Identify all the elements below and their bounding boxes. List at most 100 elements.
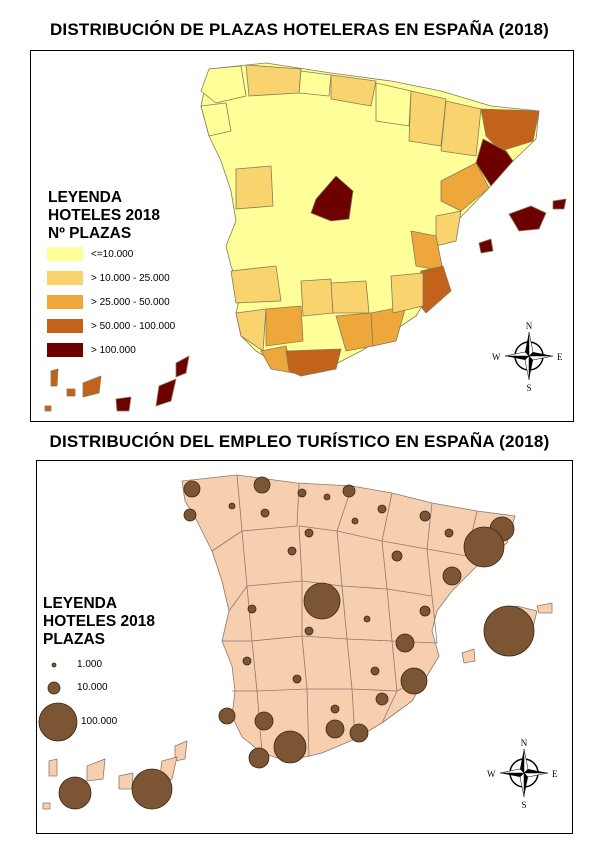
compass-rose-icon: N S E W <box>487 738 558 810</box>
region-aragon-huesca <box>408 90 447 147</box>
region-girona <box>480 108 540 152</box>
bubble-zaragoza <box>391 550 403 562</box>
legend-bubble-small <box>51 662 57 668</box>
bubble-navarra <box>377 504 387 514</box>
compass-n-label: N <box>526 321 533 331</box>
bubble-leon <box>260 508 270 518</box>
legend-2-title-line: HOTELES 2018 <box>43 613 155 630</box>
canary-el-hierro <box>42 802 51 810</box>
bubble-cantabria <box>297 488 307 498</box>
legend-label: > 25.000 - 50.000 <box>91 296 170 308</box>
compass-rose-icon: N S E W <box>492 321 563 393</box>
compass-w-label: W <box>492 352 501 362</box>
legend-swatch <box>47 295 83 309</box>
bubble-bizkaia <box>323 493 331 501</box>
map-1-title: DISTRIBUCIÓN DE PLAZAS HOTELERAS EN ESPA… <box>49 20 550 39</box>
compass-n-label: N <box>521 738 528 748</box>
map-2-title: DISTRIBUCIÓN DEL EMPLEO TURÍSTICO EN ESP… <box>49 432 550 451</box>
bubble-tenerife <box>58 776 92 810</box>
legend-2-title-line: PLAZAS <box>43 631 105 648</box>
region-navarra <box>375 82 412 127</box>
bubble-alicante <box>400 667 428 695</box>
region-barcelona <box>475 138 514 187</box>
legend-1-title-line: Nº PLAZAS <box>48 225 132 242</box>
tourism-employment-map-canvas: N S E W <box>38 474 558 810</box>
bubble-jaen <box>330 704 340 714</box>
region-gran-canaria <box>115 396 132 412</box>
legend-1-item: > 50.000 - 100.000 <box>47 319 175 333</box>
region-la-gomera <box>66 388 76 397</box>
region-cantabria <box>298 70 332 97</box>
legend-label: > 10.000 - 25.000 <box>91 272 170 284</box>
region-menorca <box>552 198 567 210</box>
bubble-asturias <box>253 476 271 494</box>
canary-tenerife <box>86 758 106 782</box>
bubble-murcia <box>370 666 380 676</box>
region-galicia-1 <box>200 65 247 104</box>
legend-2-item: 100.000 <box>81 716 117 727</box>
region-lanzarote <box>175 355 190 378</box>
bubble-cuenca <box>363 615 371 623</box>
legend-swatch <box>47 271 83 285</box>
bubble-la-rioja <box>351 517 359 525</box>
bubble-pontevedra <box>183 508 197 522</box>
legend-1-item: > 100.000 <box>47 343 136 357</box>
bubble-baleares <box>483 605 535 657</box>
baleares-ibiza <box>461 648 476 664</box>
compass-w-label: W <box>487 769 496 779</box>
bubble-caceres <box>247 604 257 614</box>
tourism-employment-map: N S E W LEYENDA HOTELES 2018 PLAZAS 1.00… <box>36 460 573 834</box>
hotel-beds-map: N S E W LEYENDA HOTELES 2018 Nº PLAZAS <… <box>30 50 574 422</box>
region-mallorca <box>508 205 547 232</box>
legend-2-item: 10.000 <box>77 682 108 693</box>
region-cordoba <box>300 278 334 317</box>
region-tenerife <box>82 375 102 398</box>
peninsula-shape <box>181 474 516 762</box>
legend-1-title-line: HOTELES 2018 <box>48 207 160 224</box>
bubble-madrid <box>303 582 341 620</box>
legend-swatch <box>47 319 83 333</box>
legend-label: <=10.000 <box>91 248 134 260</box>
canary-la-palma <box>48 758 58 777</box>
region-lleida <box>440 100 482 157</box>
hotel-beds-map-canvas: N S E W <box>44 62 567 412</box>
region-pais-vasco <box>330 74 377 107</box>
bubble-tarragona <box>442 566 462 586</box>
region-sevilla <box>265 305 304 347</box>
bubble-lugo <box>228 502 236 510</box>
compass-e-label: E <box>552 769 558 779</box>
region-malaga <box>285 348 342 377</box>
region-caceres <box>230 265 282 304</box>
region-fuerteventura <box>155 378 177 407</box>
bubble-toledo <box>304 626 314 636</box>
legend-1-item: > 25.000 - 50.000 <box>47 295 170 309</box>
bubble-granada <box>325 719 345 739</box>
baleares-menorca <box>536 602 553 614</box>
bubble-gran-canaria <box>131 768 173 810</box>
canary-lanzarote <box>174 740 188 762</box>
bubble-burgos <box>304 528 314 538</box>
legend-label: 10.000 <box>77 682 108 693</box>
region-murcia <box>390 272 424 314</box>
legend-2-symbols <box>38 662 78 742</box>
bubble-malaga <box>273 730 307 764</box>
region-asturias <box>245 64 302 97</box>
region-la-palma <box>50 368 59 387</box>
region-castellon <box>435 210 462 247</box>
bubble-lleida <box>444 528 454 538</box>
legend-1-title: LEYENDA HOTELES 2018 Nº PLAZAS <box>48 189 160 243</box>
compass-s-label: S <box>521 800 526 810</box>
canary-gran-canaria <box>118 772 134 790</box>
legend-1-title-line: LEYENDA <box>48 189 123 206</box>
bubble-valladolid <box>287 546 297 556</box>
legend-swatch <box>47 247 83 261</box>
legend-2-item: 1.000 <box>77 659 102 670</box>
legend-1-item: <=10.000 <box>47 247 133 261</box>
region-tarragona <box>440 162 490 212</box>
region-el-hierro <box>44 405 52 412</box>
bubble-castellon <box>419 605 431 617</box>
legend-label: 100.000 <box>81 716 118 727</box>
bubble-gipuzkoa <box>342 484 356 498</box>
compass-s-label: S <box>526 383 531 393</box>
bubble-huelva <box>218 707 236 725</box>
